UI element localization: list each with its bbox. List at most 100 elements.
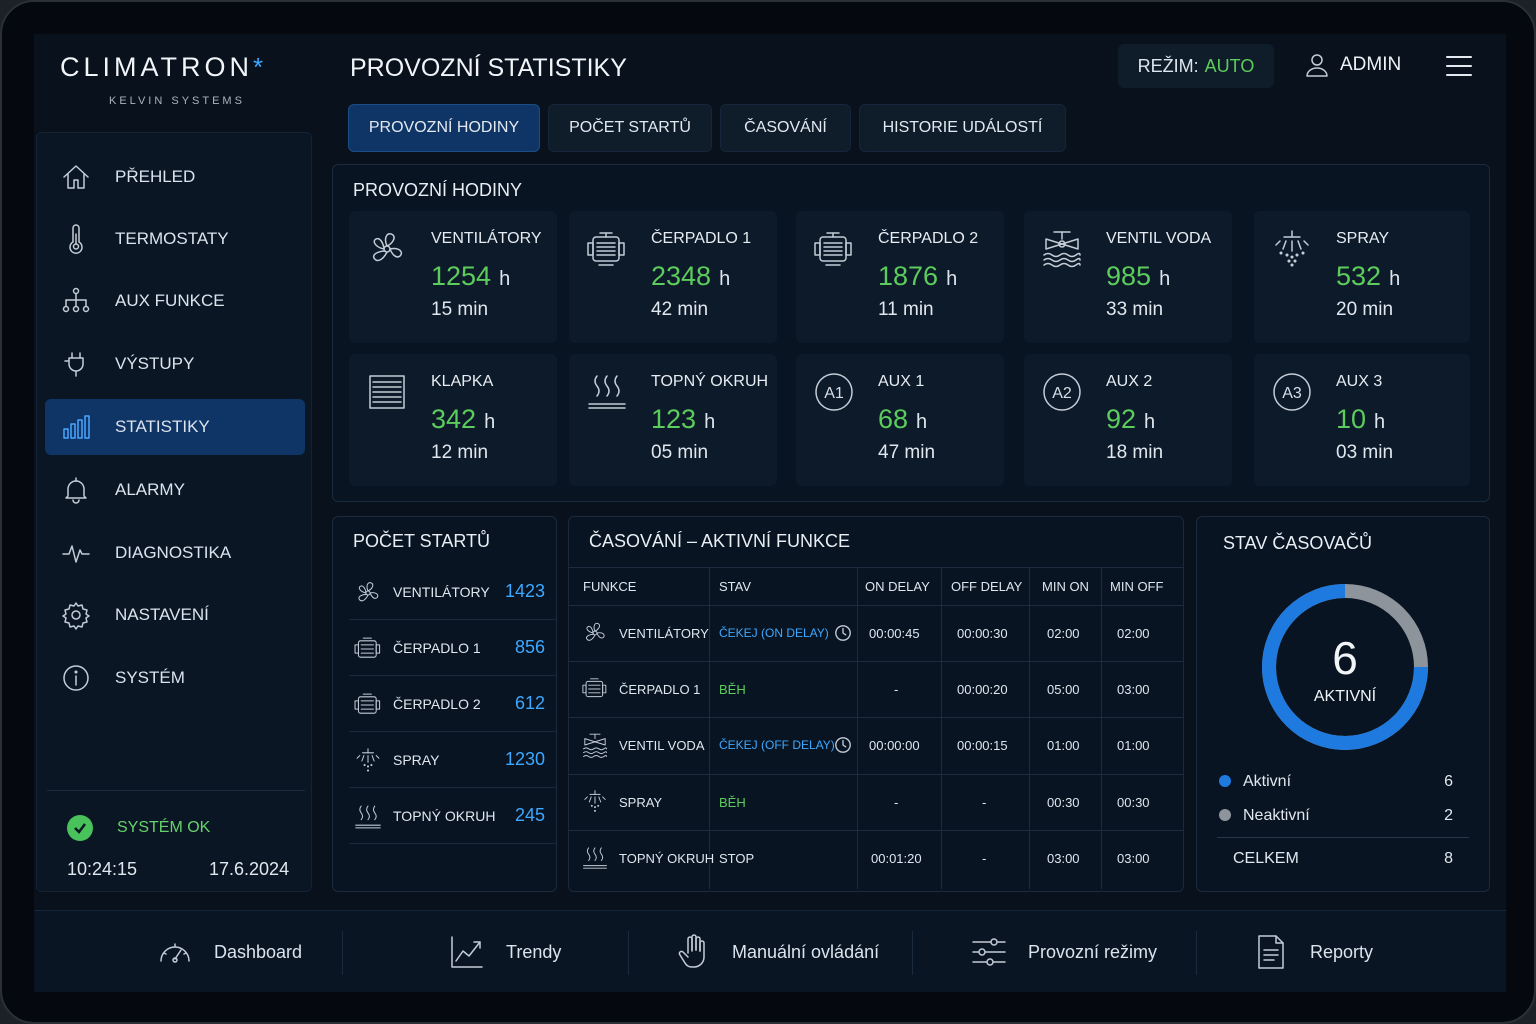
badge-text: A3 [1282,385,1302,402]
row-min-on: 05:00 [1047,682,1080,697]
card-name: SPRAY [1336,230,1390,247]
start-value: 856 [514,637,545,657]
bottom-nav-manualni[interactable]: Manuální ovládání [674,911,879,992]
bottom-nav-label: Provozní režimy [1028,941,1158,962]
mode-indicator[interactable]: REŽIM: AUTO [1118,44,1274,88]
sidebar-item-alarmy[interactable]: ALARMY [45,462,305,518]
sidebar-item-system[interactable]: SYSTÉM [45,650,305,706]
sidebar-item-label: SYSTÉM [115,668,185,687]
hours-value: 123 [651,404,697,434]
card-name: VENTIL VODA [1106,230,1212,247]
card-minutes: 18 min [1106,442,1164,463]
table-divider [941,567,942,889]
bottom-nav-provozni-rezimy[interactable]: Provozní režimy [970,911,1157,992]
sidebar-item-label: VÝSTUPY [115,354,195,373]
panel-title: POČET STARTŮ [353,531,491,551]
hours-card-aux-3[interactable]: A3 AUX 3 10 h 03 min [1254,354,1470,486]
tab-pocet-startu[interactable]: POČET STARTŮ [548,104,712,152]
row-min-off: 03:00 [1117,851,1150,866]
card-name: ČERPADLO 2 [878,230,979,247]
clock-date: 17.6.2024 [209,859,290,879]
network-icon [62,287,90,313]
sidebar-item-diagnostika[interactable]: DIAGNOSTIKA [45,525,305,581]
start-row-topny-okruh: TOPNÝ OKRUH 245 [349,789,557,844]
donut-active-segment [1262,584,1428,750]
sidebar-item-prehled[interactable]: PŘEHLED [45,149,305,205]
row-min-on: 01:00 [1047,738,1080,753]
start-name: ČERPADLO 1 [393,640,481,656]
clock-time: 10:24:15 [67,859,138,879]
bottom-divider [628,931,629,975]
start-name: VENTILÁTORY [393,584,490,600]
hours-card-aux-2[interactable]: A2 AUX 2 92 h 18 min [1024,354,1232,486]
tab-provozni-hodiny[interactable]: PROVOZNÍ HODINY [348,104,540,152]
bottom-divider [342,931,343,975]
spray-icon [356,748,380,772]
table-divider [569,605,1183,606]
card-name: AUX 1 [878,373,925,390]
hours-card-cerpadlo-1[interactable]: ČERPADLO 1 2348 h 42 min [569,211,777,343]
card-hours: 123 h [651,404,715,435]
system-status-text: SYSTÉM OK [117,819,211,836]
hamburger-menu-icon[interactable] [1446,56,1472,78]
table-divider [857,567,858,889]
hours-card-ventilatory[interactable]: VENTILÁTORY 1254 h 15 min [349,211,557,343]
pump-icon [354,637,381,658]
damper-icon [369,375,405,409]
brand: CLIMATRON* KELVIN SYSTEMS [34,34,324,129]
row-min-on: 02:00 [1047,626,1080,641]
page-title: PROVOZNÍ STATISTIKY [350,54,627,82]
sidebar-item-nastaveni[interactable]: NASTAVENÍ [45,587,305,643]
pump-icon [587,232,625,266]
sidebar-item-termostaty[interactable]: TERMOSTATY [45,211,305,267]
hours-card-topny-okruh[interactable]: TOPNÝ OKRUH 123 h 05 min [569,354,777,486]
brand-subtitle: KELVIN SYSTEMS [109,95,245,107]
card-minutes: 03 min [1336,442,1394,463]
table-divider [569,830,1183,831]
row-off-delay: - [982,795,987,810]
sidebar-item-statistiky[interactable]: STATISTIKY [45,399,305,455]
hours-card-ventil-voda[interactable]: VENTIL VODA 985 h 33 min [1024,211,1232,343]
sidebar-item-aux-funkce[interactable]: AUX FUNKCE [45,273,305,329]
info-icon [63,665,89,691]
card-name: ČERPADLO 1 [651,230,752,247]
bottom-nav-reporty[interactable]: Reporty [1252,911,1373,992]
screen: CLIMATRON* KELVIN SYSTEMS PŘEHLED TERMOS… [34,34,1506,992]
legend-inactive: Neaktivní [1219,807,1310,825]
tab-casovani[interactable]: ČASOVÁNÍ [720,104,851,152]
timer-status-panel: STAV ČASOVAČŮ 6 AKTIVNÍ Aktivní 6 Neakti… [1196,516,1490,892]
pump-icon [582,678,607,698]
sidebar-item-label: TERMOSTATY [115,229,229,248]
hours-card-spray[interactable]: SPRAY 532 h 20 min [1254,211,1470,343]
card-name: VENTILÁTORY [431,230,542,247]
start-row-cerpadlo-2: ČERPADLO 2 612 [349,677,557,732]
hours-unit: h [704,411,716,433]
hours-card-aux-1[interactable]: A1 AUX 1 68 h 47 min [796,354,1004,486]
bottom-nav-dashboard[interactable]: Dashboard [156,911,302,992]
row-on-delay: - [894,795,899,810]
row-off-delay: 00:00:30 [957,626,1008,641]
bottom-nav-trendy[interactable]: Trendy [448,911,561,992]
operating-hours-panel: PROVOZNÍ HODINY VENTILÁTORY 1254 h 15 min… [332,164,1490,502]
card-name: TOPNÝ OKRUH [651,373,769,390]
tab-historie-udalosti[interactable]: HISTORIE UDÁLOSTÍ [859,104,1066,152]
row-on-delay: 00:00:00 [869,738,920,753]
mode-value: AUTO [1204,55,1255,76]
column-header: FUNKCE [583,579,637,594]
thermometer-icon [69,224,83,254]
row-state: ČEKEJ (ON DELAY) [719,626,829,640]
user-menu[interactable]: ADMIN [1304,52,1401,78]
card-minutes: 33 min [1106,299,1164,320]
hours-card-cerpadlo-2[interactable]: ČERPADLO 2 1876 h 11 min [796,211,1004,343]
plug-icon [64,352,84,377]
row-state: BĚH [719,795,746,810]
donut-count: 6 [1332,632,1358,684]
card-hours: 2348 h [651,261,730,292]
sidebar-item-vystupy[interactable]: VÝSTUPY [45,336,305,392]
hours-card-klapka[interactable]: KLAPKA 342 h 12 min [349,354,557,486]
card-hours: 1254 h [431,261,510,292]
start-row-ventilatory: VENTILÁTORY 1423 [349,565,557,620]
card-minutes: 42 min [651,299,709,320]
fan-icon [372,233,403,262]
card-name: AUX 3 [1336,373,1383,390]
